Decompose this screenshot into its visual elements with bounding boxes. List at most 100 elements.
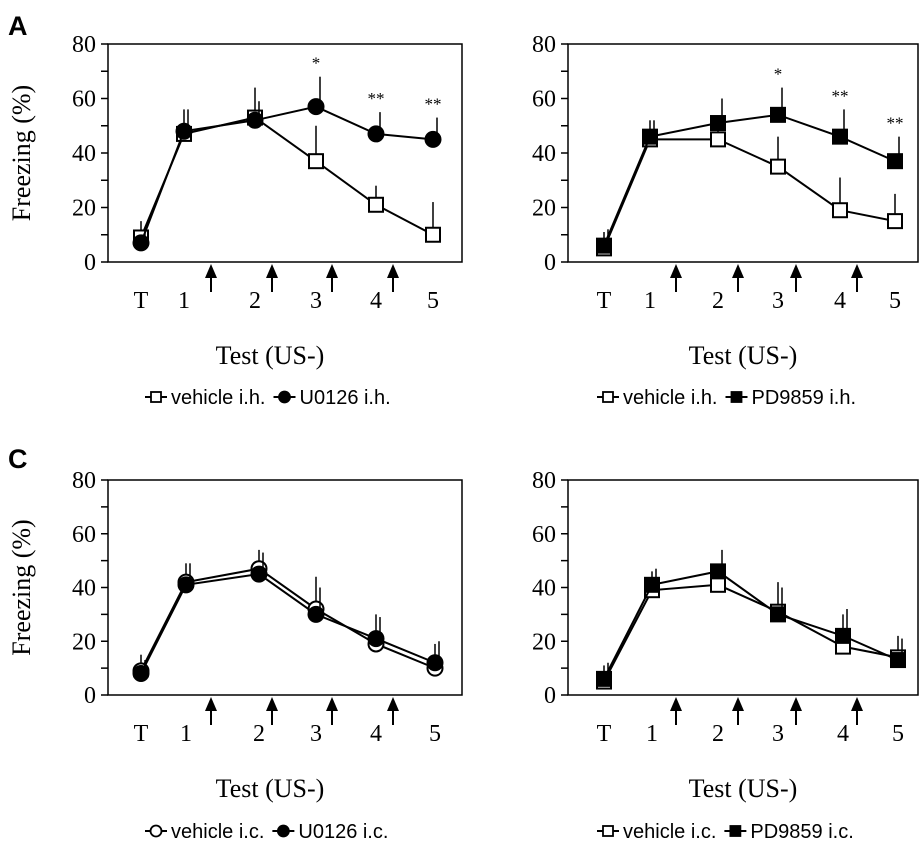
arrow-head	[266, 264, 278, 278]
legend-label: PD9859 i.c.	[750, 821, 853, 843]
series-line	[140, 105, 434, 244]
legend: vehicle i.h. PD9859 i.h.	[597, 387, 856, 409]
series-1	[133, 87, 441, 246]
data-point	[132, 234, 150, 252]
data-point	[250, 565, 268, 583]
legend-label: vehicle i.c.	[623, 821, 716, 843]
significance-label: **	[425, 95, 442, 114]
significance-label: **	[887, 114, 904, 133]
x-tick-label: 1	[178, 288, 190, 314]
x-tick-label: 1	[180, 721, 192, 747]
x-axis-title: Test (US-)	[689, 774, 798, 803]
series-1	[132, 549, 444, 680]
data-point	[596, 237, 612, 254]
y-tick-label: 60	[72, 87, 96, 113]
chart-4: 0 20 40 60 80 T 1 2 3 4 5 Test (US-) vehicle i.c. PD9…	[532, 468, 919, 843]
x-tick-label: 2	[712, 288, 724, 314]
arrow-head	[732, 264, 744, 278]
arrow-head	[851, 264, 863, 278]
series-2	[596, 87, 903, 254]
legend-label: U0126 i.c.	[298, 821, 388, 843]
arrow-head	[326, 264, 338, 278]
data-point	[367, 125, 385, 143]
y-tick-label: 80	[532, 468, 556, 494]
data-point	[367, 630, 385, 648]
legend-label: PD9859 i.h.	[752, 387, 857, 409]
series-2	[132, 552, 444, 682]
data-point	[890, 652, 906, 669]
legend-marker	[278, 390, 291, 404]
y-tick-label: 40	[532, 141, 556, 167]
series-2	[132, 76, 442, 252]
significance-label: **	[368, 89, 385, 108]
x-tick-label: T	[134, 721, 149, 747]
series-line	[140, 573, 436, 674]
data-point	[246, 111, 264, 129]
plot-frame	[567, 479, 919, 696]
x-tick-label: T	[597, 288, 612, 314]
y-tick-label: 60	[72, 522, 96, 548]
plot-frame	[567, 43, 919, 263]
data-point	[596, 670, 612, 687]
legend: vehicle i.h. U0126 i.h.	[145, 387, 391, 409]
x-tick-label: 1	[644, 288, 656, 314]
y-tick-label: 80	[532, 32, 556, 58]
x-tick-label: 2	[712, 721, 724, 747]
arrow-head	[387, 264, 399, 278]
arrow-head	[205, 264, 217, 278]
data-point	[832, 202, 848, 219]
x-tick-label: 5	[892, 721, 904, 747]
arrow-head	[387, 697, 399, 711]
data-point	[308, 153, 324, 170]
data-point	[710, 115, 726, 132]
data-point	[644, 576, 660, 593]
legend-label: vehicle i.c.	[171, 821, 264, 843]
panel-letter-a: A	[8, 11, 28, 41]
x-tick-label: 4	[370, 288, 382, 314]
x-tick-label: 4	[834, 288, 846, 314]
x-tick-label: 3	[772, 288, 784, 314]
legend-label: vehicle i.h.	[171, 387, 266, 409]
data-point	[832, 128, 848, 145]
legend: vehicle i.c. U0126 i.c.	[145, 821, 388, 843]
series-line	[140, 567, 436, 672]
x-tick-label: 5	[889, 288, 901, 314]
x-axis-title: Test (US-)	[216, 341, 325, 370]
arrow-head	[790, 264, 802, 278]
data-point	[710, 563, 726, 580]
data-point	[175, 122, 193, 140]
series-line	[603, 113, 896, 247]
data-point	[835, 627, 851, 644]
series-2	[596, 549, 906, 687]
y-tick-label: 40	[72, 576, 96, 602]
data-point	[770, 106, 786, 123]
x-tick-label: 5	[429, 721, 441, 747]
significance-label: **	[832, 86, 849, 105]
x-tick-label: 2	[249, 288, 261, 314]
series-line	[603, 583, 899, 683]
significance-label: *	[312, 54, 321, 73]
data-point	[770, 158, 786, 175]
legend-marker	[149, 824, 163, 838]
x-tick-label: 3	[772, 721, 784, 747]
data-point	[887, 153, 903, 170]
data-point	[710, 576, 726, 593]
legend: vehicle i.c. PD9859 i.c.	[597, 821, 854, 843]
y-tick-label: 80	[72, 468, 96, 494]
legend-marker	[730, 391, 743, 403]
series-line	[603, 138, 896, 249]
y-tick-label: 80	[72, 32, 96, 58]
x-tick-label: 3	[310, 288, 322, 314]
x-axis-title: Test (US-)	[689, 341, 798, 370]
data-point	[132, 665, 150, 682]
data-point	[887, 213, 903, 230]
y-axis-title: Freezing (%)	[7, 85, 36, 221]
legend-marker	[729, 825, 742, 837]
legend-marker	[602, 391, 614, 403]
data-point	[177, 576, 195, 594]
chart-3: 0 20 40 60 80 T 1 2 3 4 5 Freezing (%) Test (US-) veh…	[7, 468, 463, 843]
arrow-head	[326, 697, 338, 711]
y-tick-label: 0	[84, 683, 96, 709]
legend-label: U0126 i.h.	[300, 387, 391, 409]
